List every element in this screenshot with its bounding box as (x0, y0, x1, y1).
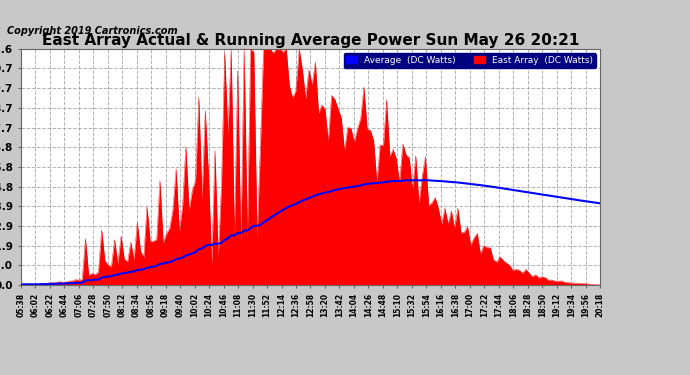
Text: Copyright 2019 Cartronics.com: Copyright 2019 Cartronics.com (7, 26, 177, 36)
Title: East Array Actual & Running Average Power Sun May 26 20:21: East Array Actual & Running Average Powe… (42, 33, 579, 48)
Legend: Average  (DC Watts), East Array  (DC Watts): Average (DC Watts), East Array (DC Watts… (344, 53, 595, 68)
